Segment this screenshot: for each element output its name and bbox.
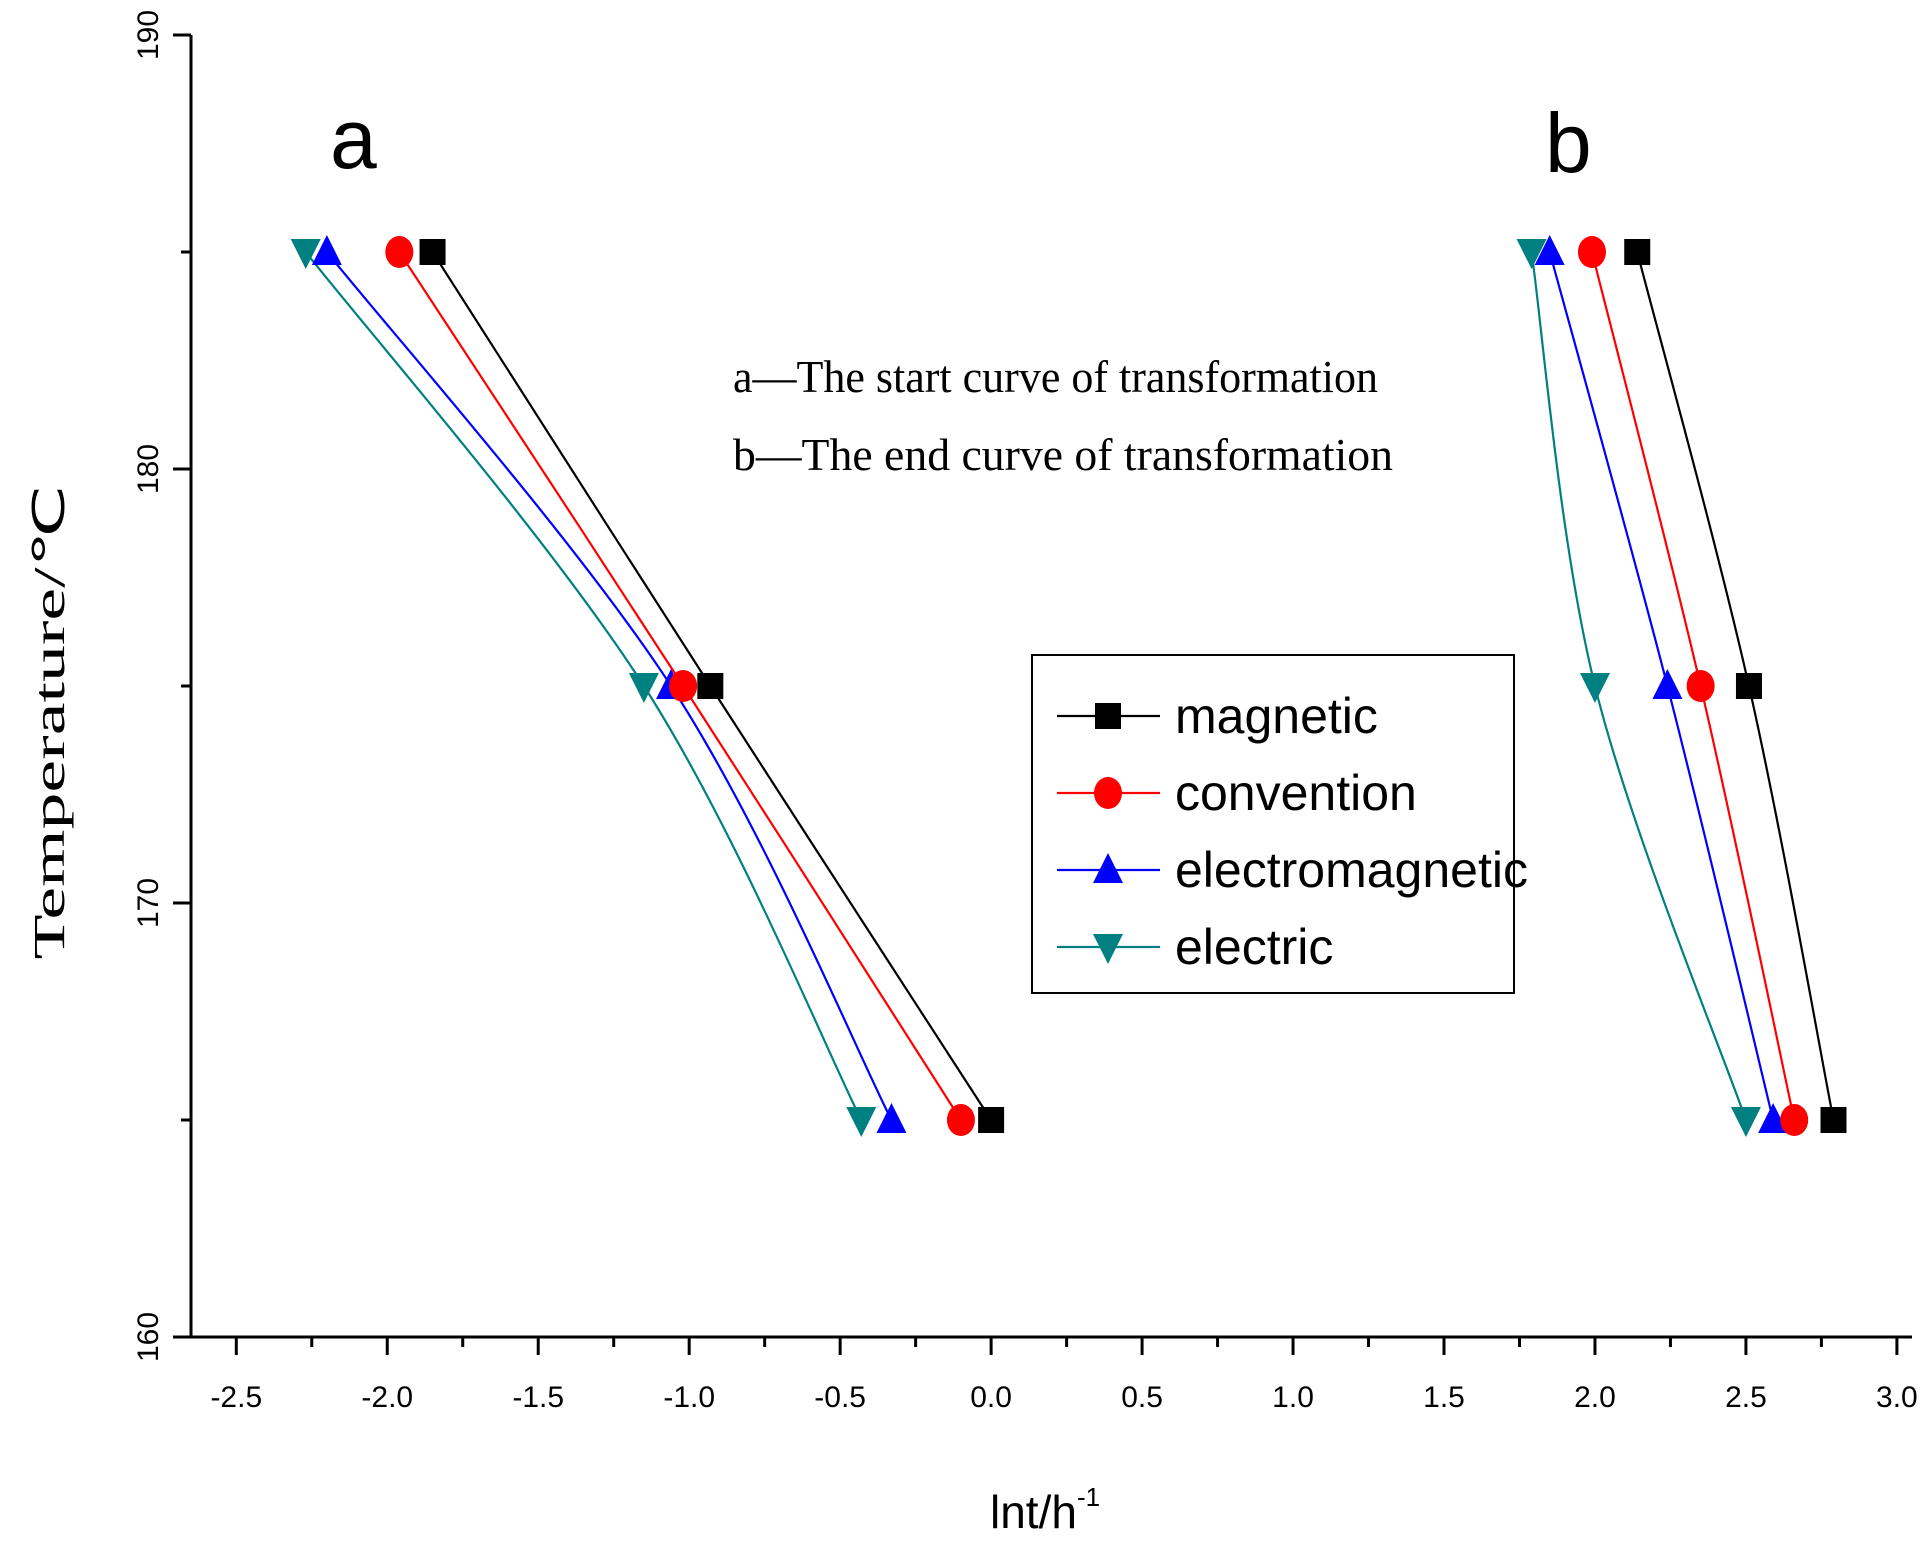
- x-tick-label: -1.0: [663, 1381, 715, 1414]
- x-axis-title-main: lnt/h: [990, 1486, 1077, 1538]
- data-point-convention-end-curve: [1780, 1104, 1809, 1136]
- data-point-magnetic-end-curve: [1820, 1107, 1847, 1133]
- data-point-electromagnetic-end-curve: [1534, 235, 1565, 265]
- data-point-electromagnetic-start-curve: [311, 235, 342, 265]
- data-point-electric-end-curve: [1579, 673, 1610, 703]
- data-point-convention-start-curve: [669, 670, 698, 702]
- legend-marker-electromagnetic: [1093, 853, 1123, 883]
- legend-marker-magnetic: [1095, 703, 1121, 729]
- legend: magnetic convention electromagnetic electri…: [1031, 654, 1528, 994]
- data-point-electromagnetic-end-curve: [1652, 669, 1683, 699]
- x-axis-title: lnt/h-1: [990, 1482, 1100, 1538]
- legend-label-convention: convention: [1175, 765, 1417, 821]
- data-point-convention-start-curve: [946, 1104, 975, 1136]
- x-tick-label: -2.0: [361, 1381, 413, 1414]
- legend-label-magnetic: magnetic: [1175, 688, 1378, 744]
- annotation-start-curve: a—The start curve of transformation: [733, 351, 1378, 402]
- data-point-electric-start-curve: [628, 673, 659, 703]
- data-point-convention-start-curve: [385, 236, 414, 268]
- data-point-magnetic-start-curve: [978, 1107, 1005, 1133]
- data-point-magnetic-end-curve: [1624, 239, 1651, 265]
- x-tick-label: 3.0: [1876, 1381, 1918, 1414]
- data-point-electric-start-curve: [290, 239, 321, 269]
- x-tick-label: 2.0: [1574, 1381, 1616, 1414]
- legend-marker-electric: [1093, 934, 1123, 964]
- data-point-electromagnetic-start-curve: [876, 1103, 907, 1133]
- x-tick-label: -2.5: [210, 1381, 262, 1414]
- y-tick-label: 160: [132, 1312, 165, 1362]
- x-tick-label: 1.0: [1272, 1381, 1314, 1414]
- data-point-convention-end-curve: [1577, 236, 1606, 268]
- x-tick-label: 0.5: [1121, 1381, 1163, 1414]
- x-tick-label: 0.0: [970, 1381, 1012, 1414]
- x-axis-title-superscript: -1: [1077, 1482, 1100, 1512]
- data-point-convention-end-curve: [1686, 670, 1715, 702]
- x-tick-label: 1.5: [1423, 1381, 1465, 1414]
- markers-group: [290, 235, 1847, 1137]
- label-b: b: [1545, 96, 1592, 190]
- y-tick-label: 190: [132, 10, 165, 60]
- data-point-electric-end-curve: [1516, 239, 1547, 269]
- legend-marker-convention: [1094, 777, 1122, 809]
- data-point-electric-start-curve: [846, 1107, 877, 1137]
- x-tick-label: -0.5: [814, 1381, 866, 1414]
- legend-label-electromagnetic: electromagnetic: [1175, 842, 1528, 898]
- data-point-electric-end-curve: [1730, 1107, 1761, 1137]
- x-tick-label: -1.5: [512, 1381, 564, 1414]
- y-tick-label: 170: [132, 878, 165, 928]
- legend-label-electric: electric: [1175, 919, 1333, 975]
- y-tick-label: 180: [132, 444, 165, 494]
- data-point-magnetic-end-curve: [1735, 673, 1762, 699]
- data-point-magnetic-start-curve: [419, 239, 446, 265]
- data-point-electromagnetic-end-curve: [1758, 1103, 1789, 1133]
- label-a: a: [330, 92, 377, 186]
- annotation-end-curve: b—The end curve of transformation: [733, 429, 1393, 480]
- x-tick-label: 2.5: [1725, 1381, 1767, 1414]
- data-point-magnetic-start-curve: [697, 673, 724, 699]
- ticks: -2.5 -2.0 -1.5 -1.0 -0.5 0.0 0.5 1.0 1.5 2.0 2.5 3.…: [132, 10, 1918, 1414]
- y-axis-title: Temperature/℃: [25, 485, 74, 960]
